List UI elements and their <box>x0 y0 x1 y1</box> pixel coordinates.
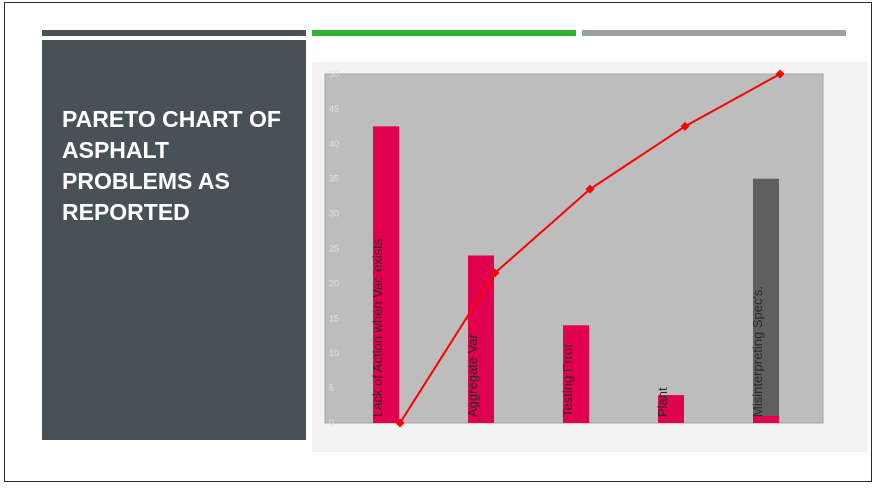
y-tick-label: 5 <box>329 383 334 393</box>
category-label: Lack of Action when Var. exists <box>370 238 385 417</box>
y-tick-label: 45 <box>329 104 339 114</box>
category-label: Aggregate Var <box>465 333 480 417</box>
y-tick-label: 0 <box>329 418 334 428</box>
y-tick-label: 20 <box>329 278 339 288</box>
y-tick-label: 30 <box>329 209 339 219</box>
bar-4 <box>658 395 684 423</box>
y-tick-label: 35 <box>329 174 339 184</box>
accent-bar-green <box>312 30 576 36</box>
cumulative-point <box>395 418 405 428</box>
y-tick-label: 40 <box>329 139 339 149</box>
pareto-chart-svg: 0 5 10 15 20 25 30 35 40 45 50 Lack of Action when … <box>312 62 868 452</box>
y-tick-label: 10 <box>329 348 339 358</box>
slide-title: Pareto Chart of Asphalt Problems as Repo… <box>62 106 281 225</box>
cumulative-point <box>680 121 690 131</box>
accent-bar-gray <box>582 30 846 36</box>
bar-2 <box>468 255 494 423</box>
cumulative-point <box>490 268 500 278</box>
y-tick-label: 50 <box>329 69 339 79</box>
pareto-chart: 0 5 10 15 20 25 30 35 40 45 50 Lack of Action when … <box>312 62 868 452</box>
category-label: Misinterpreting Spec's. <box>750 286 765 417</box>
accent-bar-dark <box>42 30 306 36</box>
bar-5 <box>753 178 779 423</box>
category-label: Plant <box>655 387 670 417</box>
y-tick-label: 15 <box>329 313 339 323</box>
title-panel <box>42 40 306 440</box>
cumulative-point <box>585 184 595 194</box>
category-label: Testing Error <box>560 343 575 417</box>
y-tick-label: 25 <box>329 244 339 254</box>
bar-3 <box>563 325 589 423</box>
cumulative-point <box>775 69 785 79</box>
bar-5-base <box>753 416 779 423</box>
bar-1 <box>373 126 399 423</box>
